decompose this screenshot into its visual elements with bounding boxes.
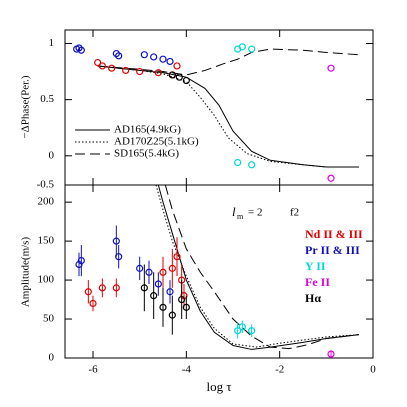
point <box>234 327 242 335</box>
point <box>248 327 256 335</box>
point <box>154 280 162 288</box>
point <box>108 64 116 72</box>
mode-sub: m <box>237 212 244 221</box>
bottom-frame <box>64 184 374 359</box>
point <box>77 46 85 54</box>
y-tick-label: -0.5 <box>37 179 55 191</box>
point <box>173 62 181 70</box>
model-line <box>155 185 360 348</box>
mode-name: f2 <box>290 207 299 219</box>
point <box>77 256 85 265</box>
point <box>166 57 174 66</box>
mode-symbol: l <box>232 204 236 219</box>
mode-value: = 2 <box>248 207 262 219</box>
point <box>145 268 153 276</box>
legend-label: Pr II & III <box>305 243 360 257</box>
model-line <box>97 65 359 168</box>
point <box>238 323 246 331</box>
legend-label: Nd II & III <box>305 227 363 241</box>
x-tick-label: 0 <box>370 364 376 376</box>
legend-label: Hα <box>305 291 321 305</box>
model-line <box>97 48 360 76</box>
legend-label: SD165(5.4kG) <box>114 148 179 160</box>
point <box>327 350 335 358</box>
point <box>122 66 130 75</box>
point <box>150 53 158 61</box>
point <box>238 43 246 51</box>
point <box>175 73 183 81</box>
point <box>327 64 335 72</box>
point <box>94 58 102 67</box>
x-tick-label: -2 <box>275 364 284 376</box>
y-tick-label: 1 <box>49 37 55 49</box>
y-tick-label: 0.5 <box>40 93 54 105</box>
point <box>327 174 335 182</box>
point <box>182 303 190 311</box>
point <box>136 67 144 76</box>
model-line <box>164 185 360 350</box>
model-line <box>97 65 359 168</box>
point <box>168 311 176 319</box>
y-label: −ΔPhase(Per.) <box>20 75 32 138</box>
point <box>234 158 242 167</box>
point <box>159 303 167 311</box>
point <box>178 295 186 304</box>
point <box>248 45 256 53</box>
point <box>140 51 148 59</box>
y-tick-label: 100 <box>38 274 55 286</box>
point <box>168 71 176 79</box>
x-label: log τ <box>206 379 231 394</box>
point <box>98 62 106 70</box>
point <box>112 284 120 292</box>
legend-label: AD165(4.9kG) <box>114 124 181 136</box>
point <box>173 253 181 261</box>
y-tick-label: 200 <box>38 196 55 208</box>
y-tick-label: 0 <box>49 352 55 364</box>
y-tick-label: 50 <box>43 313 55 325</box>
point <box>115 253 123 261</box>
model-line <box>157 185 360 350</box>
y-tick-label: 0 <box>49 149 55 161</box>
x-tick-label: -6 <box>88 364 98 376</box>
point <box>159 268 167 276</box>
point <box>98 284 106 292</box>
y-tick-label: 150 <box>38 235 55 247</box>
legend-label: Fe II <box>305 275 330 289</box>
y-label: Amplitude(m/s) <box>20 237 32 308</box>
point <box>248 161 256 169</box>
point <box>115 52 123 60</box>
point <box>136 264 144 272</box>
point <box>166 288 174 296</box>
point <box>159 55 167 63</box>
legend-label: Y II <box>305 259 326 273</box>
top-frame <box>64 29 374 186</box>
point <box>84 288 92 296</box>
point <box>182 76 190 85</box>
point <box>89 299 97 308</box>
legend-label: AD170Z25(5.1kG) <box>114 136 199 148</box>
point <box>112 237 120 245</box>
point <box>150 292 158 300</box>
point <box>140 284 148 292</box>
x-tick-label: -4 <box>182 364 192 376</box>
point <box>154 69 162 77</box>
point <box>168 264 176 272</box>
